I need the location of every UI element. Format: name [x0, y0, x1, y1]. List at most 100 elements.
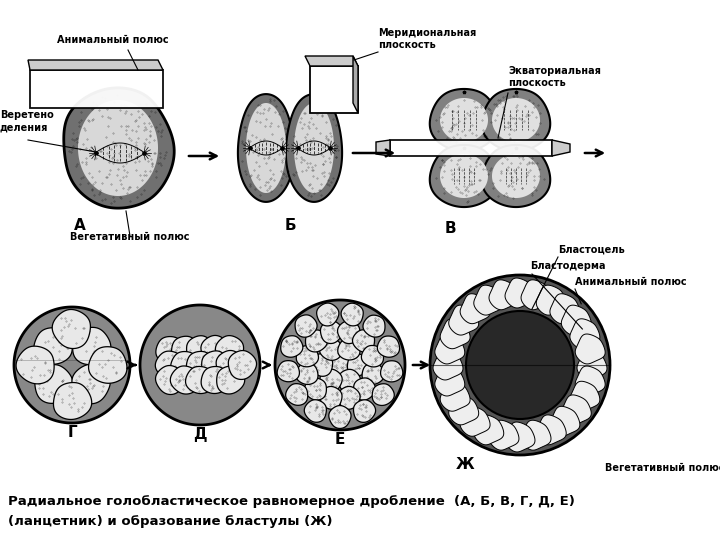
Polygon shape — [320, 369, 342, 392]
Polygon shape — [440, 98, 488, 142]
Polygon shape — [338, 339, 360, 360]
Polygon shape — [575, 366, 606, 396]
Polygon shape — [440, 319, 470, 349]
Polygon shape — [281, 336, 303, 357]
Polygon shape — [171, 352, 199, 379]
Polygon shape — [492, 98, 540, 142]
Polygon shape — [305, 330, 328, 352]
Polygon shape — [354, 400, 376, 422]
Polygon shape — [353, 330, 374, 352]
Polygon shape — [482, 145, 550, 207]
Polygon shape — [53, 309, 91, 348]
Polygon shape — [492, 154, 540, 198]
Polygon shape — [505, 278, 535, 308]
Polygon shape — [275, 300, 405, 430]
Polygon shape — [449, 305, 479, 335]
Polygon shape — [362, 363, 384, 384]
Polygon shape — [295, 315, 317, 337]
Polygon shape — [449, 395, 479, 425]
Polygon shape — [353, 56, 358, 113]
Text: Радиальное голобластическое равномерное дробление  (А, Б, В, Г, Д, Е): Радиальное голобластическое равномерное … — [8, 495, 575, 508]
Polygon shape — [89, 347, 127, 383]
Polygon shape — [216, 350, 244, 380]
Polygon shape — [570, 381, 600, 411]
Polygon shape — [489, 280, 519, 310]
Polygon shape — [35, 364, 73, 403]
Polygon shape — [435, 334, 465, 364]
Polygon shape — [489, 420, 519, 450]
Polygon shape — [16, 346, 54, 384]
Polygon shape — [202, 351, 230, 379]
Text: (ланцетник) и образование бластулы (Ж): (ланцетник) и образование бластулы (Ж) — [8, 515, 333, 528]
Polygon shape — [171, 336, 199, 364]
Polygon shape — [329, 406, 351, 428]
Text: Д: Д — [193, 427, 207, 442]
Text: Ж: Ж — [456, 457, 474, 472]
Polygon shape — [320, 321, 343, 343]
Polygon shape — [372, 384, 395, 406]
Polygon shape — [171, 366, 198, 394]
Circle shape — [430, 275, 610, 455]
Polygon shape — [320, 339, 341, 360]
Polygon shape — [474, 285, 504, 315]
Polygon shape — [390, 140, 552, 156]
Polygon shape — [156, 366, 184, 395]
Polygon shape — [277, 361, 300, 382]
Polygon shape — [73, 327, 111, 365]
Text: Вегетативный полюс: Вегетативный полюс — [71, 232, 190, 242]
Polygon shape — [317, 303, 339, 326]
Polygon shape — [430, 89, 498, 151]
Polygon shape — [329, 354, 351, 375]
Polygon shape — [440, 381, 470, 411]
Polygon shape — [294, 103, 334, 193]
Polygon shape — [381, 361, 402, 382]
Polygon shape — [552, 140, 570, 156]
Text: Бластоцель: Бластоцель — [558, 245, 625, 255]
Polygon shape — [320, 387, 342, 409]
Polygon shape — [550, 406, 580, 436]
Polygon shape — [238, 94, 294, 202]
Polygon shape — [338, 321, 360, 343]
Polygon shape — [228, 350, 256, 380]
Polygon shape — [286, 94, 342, 202]
Polygon shape — [64, 88, 174, 208]
Polygon shape — [460, 406, 490, 436]
Polygon shape — [305, 378, 326, 400]
Text: В: В — [444, 221, 456, 236]
Polygon shape — [338, 387, 360, 409]
Polygon shape — [286, 383, 307, 406]
Text: Экваториальная
плоскость: Экваториальная плоскость — [508, 66, 601, 88]
Polygon shape — [341, 303, 364, 326]
Text: Анимальный полюс: Анимальный полюс — [575, 277, 687, 287]
Polygon shape — [460, 294, 490, 323]
Polygon shape — [550, 294, 580, 323]
Polygon shape — [376, 140, 390, 156]
Polygon shape — [536, 415, 566, 445]
Text: Меридиональная
плоскость: Меридиональная плоскость — [378, 29, 476, 50]
Polygon shape — [435, 366, 465, 396]
Polygon shape — [570, 319, 600, 349]
Polygon shape — [201, 367, 230, 394]
Polygon shape — [72, 364, 110, 404]
Polygon shape — [215, 336, 243, 364]
Polygon shape — [377, 336, 400, 357]
Polygon shape — [474, 415, 504, 445]
Polygon shape — [440, 154, 488, 198]
Polygon shape — [521, 420, 551, 450]
Polygon shape — [305, 56, 358, 66]
Polygon shape — [296, 363, 318, 384]
Polygon shape — [296, 346, 318, 367]
Polygon shape — [156, 351, 184, 379]
Polygon shape — [34, 328, 72, 364]
Polygon shape — [354, 378, 376, 400]
Polygon shape — [246, 103, 286, 193]
Text: А: А — [74, 218, 86, 233]
Polygon shape — [562, 395, 591, 425]
Polygon shape — [14, 307, 130, 423]
Polygon shape — [363, 315, 385, 337]
Text: Б: Б — [284, 218, 296, 233]
Polygon shape — [536, 285, 566, 315]
Polygon shape — [482, 89, 550, 151]
Text: Г: Г — [67, 425, 77, 440]
Polygon shape — [338, 369, 361, 392]
